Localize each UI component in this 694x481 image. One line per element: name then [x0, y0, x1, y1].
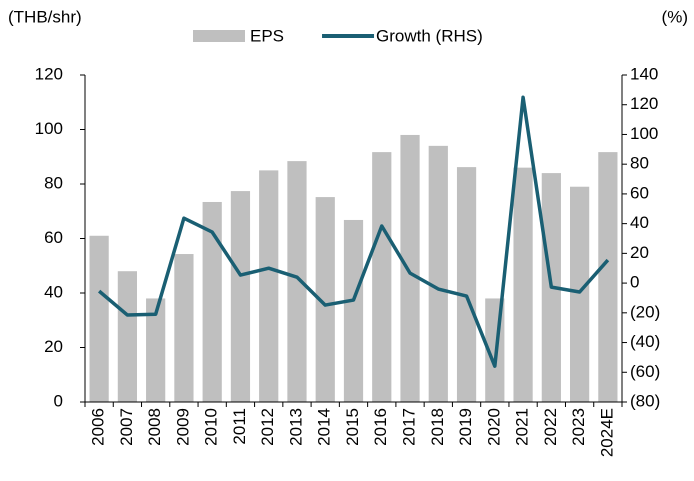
y2-tick-label: 40 [630, 213, 649, 232]
x-tick-label: 2008 [145, 408, 164, 446]
x-tick-label: 2018 [428, 408, 447, 446]
bar [343, 219, 364, 402]
x-tick-label: 2021 [513, 408, 532, 446]
x-tick-label: 2013 [286, 408, 305, 446]
x-tick-label: 2020 [484, 408, 503, 446]
bar [513, 167, 533, 402]
bar [315, 197, 335, 402]
bar [117, 271, 138, 402]
y2-tick-label: (20) [630, 302, 660, 321]
y2-tick-label: (80) [630, 391, 660, 410]
x-tick-label: 2007 [117, 408, 136, 446]
legend-label: Growth (RHS) [376, 26, 483, 45]
x-tick-label: 2011 [230, 408, 249, 445]
x-tick-label: 2016 [371, 408, 390, 446]
bar [456, 167, 477, 402]
bar [174, 254, 194, 402]
y2-tick-label: 80 [630, 154, 649, 173]
y2-tick-label: 20 [630, 243, 649, 262]
y-tick-label: 60 [44, 228, 63, 247]
bar [372, 152, 392, 402]
bar [400, 134, 420, 402]
bar [146, 298, 166, 402]
y2-tick-label: 0 [630, 273, 639, 292]
bar [202, 201, 222, 402]
y-tick-label: 100 [35, 119, 63, 138]
y2-axis-label: (%) [662, 7, 688, 26]
y2-tick-label: (40) [630, 332, 660, 351]
y2-tick-label: 140 [630, 64, 658, 83]
x-tick-label: 2006 [89, 408, 108, 446]
x-tick-label: 2023 [569, 408, 588, 446]
x-tick-label: 2024E [597, 408, 616, 457]
y-tick-label: 80 [44, 173, 63, 192]
x-tick-label: 2017 [400, 408, 419, 446]
x-tick-label: 2015 [343, 408, 362, 446]
y-tick-label: 40 [44, 282, 63, 301]
x-tick-label: 2009 [173, 408, 192, 446]
y-tick-label: 20 [44, 337, 63, 356]
bar [428, 145, 448, 402]
y-tick-label: 120 [35, 64, 63, 83]
x-tick-label: 2010 [202, 408, 221, 446]
y2-tick-label: (60) [630, 362, 660, 381]
x-tick-label: 2019 [456, 408, 475, 446]
line [98, 95, 610, 368]
bar [259, 170, 279, 402]
legend-swatch [193, 30, 245, 42]
y2-tick-label: 100 [630, 124, 658, 143]
bar [287, 161, 307, 402]
bar [598, 152, 618, 402]
bar [569, 186, 590, 402]
y-axis-label: (THB/shr) [8, 7, 82, 26]
x-tick-label: 2014 [315, 408, 334, 446]
legend-label: EPS [250, 26, 284, 45]
bar [89, 235, 109, 402]
x-tick-label: 2022 [541, 408, 560, 446]
y2-tick-label: 60 [630, 183, 649, 202]
y2-tick-label: 120 [630, 94, 658, 113]
y-tick-label: 0 [54, 391, 63, 410]
x-tick-label: 2012 [258, 408, 277, 446]
bar [230, 191, 251, 402]
